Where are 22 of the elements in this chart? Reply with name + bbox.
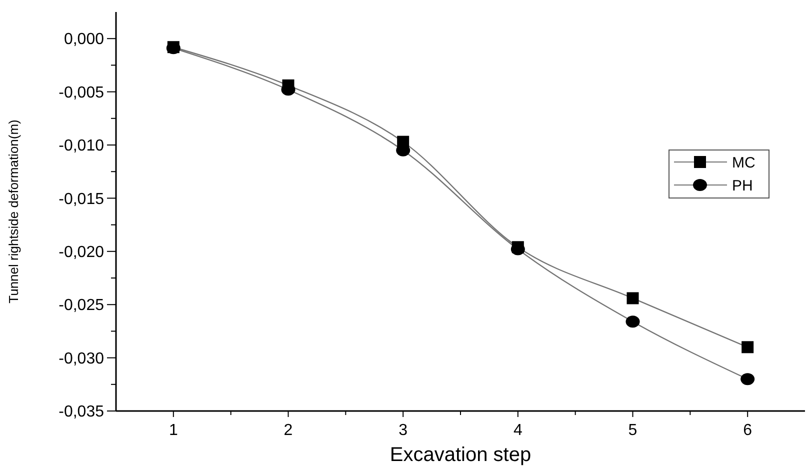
x-tick-label: 4	[513, 422, 522, 439]
legend-label: MC	[732, 154, 756, 172]
x-tick-label: 6	[743, 422, 752, 439]
x-tick-label: 1	[168, 422, 178, 439]
x-tick-label: 2	[284, 422, 293, 439]
legend-label: PH	[732, 177, 753, 194]
y-tick-label: -0,035	[58, 404, 104, 421]
x-tick-label: 5	[628, 422, 638, 439]
y-tick-label: -0,010	[58, 138, 104, 155]
point	[626, 316, 640, 328]
y-tick-label: -0,025	[58, 297, 104, 314]
y-tick-label: -0,030	[58, 350, 104, 368]
x-tick-label: 3	[398, 422, 408, 439]
y-axis-title: Tunnel rightside deformation(m)	[6, 120, 21, 304]
x-axis-title: Excavation step	[390, 444, 532, 466]
point	[626, 292, 639, 304]
y-tick-label: -0,005	[58, 84, 104, 102]
y-tick-label: 0,000	[64, 31, 104, 48]
y-tick-label: -0,015	[58, 190, 104, 208]
point	[740, 373, 755, 386]
point	[742, 341, 754, 354]
y-tick-label: -0,020	[58, 244, 104, 261]
